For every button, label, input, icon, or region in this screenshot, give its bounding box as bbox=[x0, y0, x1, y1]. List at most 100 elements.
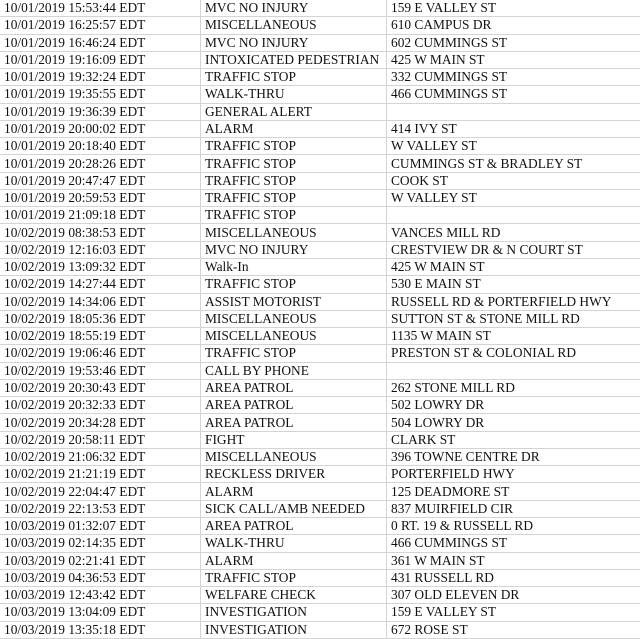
incident-type-cell: WALK-THRU bbox=[200, 85, 387, 104]
table-row: 10/01/2019 16:25:57 EDT MISCELLANEOUS 610 … bbox=[0, 16, 640, 35]
datetime-cell: 10/02/2019 14:34:06 EDT bbox=[0, 292, 201, 311]
datetime-cell: 10/02/2019 13:09:32 EDT bbox=[0, 257, 201, 277]
incident-type-cell: MVC NO INJURY bbox=[200, 33, 387, 52]
table-row: 10/02/2019 22:04:47 EDT ALARM 125 DEADMORE… bbox=[0, 482, 640, 501]
datetime-cell: 10/01/2019 20:18:40 EDT bbox=[0, 137, 201, 156]
table-row: 10/03/2019 02:14:35 EDT WALK-THRU 466 CUMM… bbox=[0, 534, 640, 553]
incident-type-cell: FIGHT bbox=[200, 430, 387, 449]
incident-type-cell: AREA PATROL bbox=[200, 516, 387, 536]
datetime-cell: 10/01/2019 19:16:09 EDT bbox=[0, 50, 201, 70]
table-row: 10/02/2019 18:55:19 EDT MISCELLANEOUS 1135… bbox=[0, 327, 640, 346]
table-row: 10/01/2019 20:18:40 EDT TRAFFIC STOP W VAL… bbox=[0, 137, 640, 156]
datetime-cell: 10/02/2019 14:27:44 EDT bbox=[0, 275, 201, 294]
table-row: 10/03/2019 02:21:41 EDT ALARM 361 W MAIN S… bbox=[0, 551, 640, 570]
location-cell: 425 W MAIN ST bbox=[386, 50, 640, 70]
table-row: 10/03/2019 13:35:18 EDT INVESTIGATION 672 … bbox=[0, 620, 640, 639]
table-row: 10/01/2019 19:35:55 EDT WALK-THRU 466 CUMM… bbox=[0, 85, 640, 104]
location-cell: 332 CUMMINGS ST bbox=[386, 68, 640, 87]
table-row: 10/02/2019 21:06:32 EDT MISCELLANEOUS 396 … bbox=[0, 447, 640, 467]
incident-type-cell: TRAFFIC STOP bbox=[200, 68, 387, 87]
datetime-cell: 10/01/2019 20:00:02 EDT bbox=[0, 119, 201, 139]
datetime-cell: 10/03/2019 13:04:09 EDT bbox=[0, 603, 201, 622]
datetime-cell: 10/02/2019 20:58:11 EDT bbox=[0, 430, 201, 449]
table-row: 10/03/2019 13:04:09 EDT INVESTIGATION 159 … bbox=[0, 603, 640, 622]
datetime-cell: 10/02/2019 20:30:43 EDT bbox=[0, 378, 201, 398]
datetime-cell: 10/03/2019 02:21:41 EDT bbox=[0, 551, 201, 570]
location-cell: 1135 W MAIN ST bbox=[386, 327, 640, 346]
table-row: 10/02/2019 12:16:03 EDT MVC NO INJURY CRES… bbox=[0, 240, 640, 259]
incident-type-cell: MISCELLANEOUS bbox=[200, 447, 387, 467]
location-cell: COOK ST bbox=[386, 171, 640, 190]
table-row: 10/03/2019 04:36:53 EDT TRAFFIC STOP 431 R… bbox=[0, 568, 640, 588]
location-cell: SUTTON ST & STONE MILL RD bbox=[386, 309, 640, 329]
incident-type-cell: INVESTIGATION bbox=[200, 603, 387, 622]
incident-type-cell: ALARM bbox=[200, 551, 387, 570]
datetime-cell: 10/02/2019 18:05:36 EDT bbox=[0, 309, 201, 329]
incident-type-cell: WELFARE CHECK bbox=[200, 586, 387, 605]
location-cell: 361 W MAIN ST bbox=[386, 551, 640, 570]
datetime-cell: 10/02/2019 20:34:28 EDT bbox=[0, 413, 201, 432]
location-cell: 504 LOWRY DR bbox=[386, 413, 640, 432]
incident-type-cell: AREA PATROL bbox=[200, 413, 387, 432]
location-cell: 502 LOWRY DR bbox=[386, 396, 640, 415]
location-cell: 466 CUMMINGS ST bbox=[386, 85, 640, 104]
location-cell bbox=[386, 102, 640, 121]
incident-type-cell: MISCELLANEOUS bbox=[200, 16, 387, 35]
location-cell: PRESTON ST & COLONIAL RD bbox=[386, 344, 640, 363]
location-cell: 262 STONE MILL RD bbox=[386, 378, 640, 398]
table-row: 10/01/2019 19:32:24 EDT TRAFFIC STOP 332 C… bbox=[0, 68, 640, 87]
table-row: 10/02/2019 20:58:11 EDT FIGHT CLARK ST bbox=[0, 430, 640, 449]
datetime-cell: 10/02/2019 21:06:32 EDT bbox=[0, 447, 201, 467]
datetime-cell: 10/02/2019 21:21:19 EDT bbox=[0, 465, 201, 484]
incident-type-cell: Walk-In bbox=[200, 257, 387, 277]
location-cell bbox=[386, 361, 640, 380]
datetime-cell: 10/01/2019 20:59:53 EDT bbox=[0, 188, 201, 208]
location-cell: CUMMINGS ST & BRADLEY ST bbox=[386, 154, 640, 173]
incident-type-cell: TRAFFIC STOP bbox=[200, 206, 387, 225]
datetime-cell: 10/01/2019 19:32:24 EDT bbox=[0, 68, 201, 87]
table-row: 10/02/2019 20:32:33 EDT AREA PATROL 502 LO… bbox=[0, 396, 640, 415]
table-row: 10/01/2019 20:47:47 EDT TRAFFIC STOP COOK … bbox=[0, 171, 640, 190]
table-row: 10/01/2019 20:59:53 EDT TRAFFIC STOP W VAL… bbox=[0, 188, 640, 208]
datetime-cell: 10/02/2019 22:13:53 EDT bbox=[0, 499, 201, 518]
location-cell: 610 CAMPUS DR bbox=[386, 16, 640, 35]
datetime-cell: 10/02/2019 19:53:46 EDT bbox=[0, 361, 201, 380]
table-row: 10/01/2019 19:36:39 EDT GENERAL ALERT bbox=[0, 102, 640, 121]
location-cell: CLARK ST bbox=[386, 430, 640, 449]
location-cell: 672 ROSE ST bbox=[386, 620, 640, 639]
location-cell: W VALLEY ST bbox=[386, 137, 640, 156]
location-cell: CRESTVIEW DR & N COURT ST bbox=[386, 240, 640, 259]
datetime-cell: 10/03/2019 02:14:35 EDT bbox=[0, 534, 201, 553]
incident-type-cell: TRAFFIC STOP bbox=[200, 171, 387, 190]
location-cell: 530 E MAIN ST bbox=[386, 275, 640, 294]
datetime-cell: 10/01/2019 16:46:24 EDT bbox=[0, 33, 201, 52]
table-row: 10/02/2019 22:13:53 EDT SICK CALL/AMB NEE… bbox=[0, 499, 640, 518]
incident-type-cell: AREA PATROL bbox=[200, 378, 387, 398]
table-row: 10/02/2019 13:09:32 EDT Walk-In 425 W MAIN… bbox=[0, 257, 640, 277]
incident-type-cell: TRAFFIC STOP bbox=[200, 137, 387, 156]
incident-type-cell: INVESTIGATION bbox=[200, 620, 387, 639]
datetime-cell: 10/01/2019 19:35:55 EDT bbox=[0, 85, 201, 104]
table-row: 10/01/2019 15:53:44 EDT MVC NO INJURY 159 … bbox=[0, 0, 640, 18]
location-cell: 602 CUMMINGS ST bbox=[386, 33, 640, 52]
location-cell: RUSSELL RD & PORTERFIELD HWY bbox=[386, 292, 640, 311]
location-cell: 425 W MAIN ST bbox=[386, 257, 640, 277]
location-cell: 159 E VALLEY ST bbox=[386, 0, 640, 18]
table-row: 10/01/2019 19:16:09 EDT INTOXICATED PEDES… bbox=[0, 50, 640, 70]
incident-type-cell: CALL BY PHONE bbox=[200, 361, 387, 380]
location-cell: 159 E VALLEY ST bbox=[386, 603, 640, 622]
datetime-cell: 10/03/2019 13:35:18 EDT bbox=[0, 620, 201, 639]
datetime-cell: 10/01/2019 21:09:18 EDT bbox=[0, 206, 201, 225]
table-row: 10/02/2019 14:27:44 EDT TRAFFIC STOP 530 E… bbox=[0, 275, 640, 294]
incident-type-cell: GENERAL ALERT bbox=[200, 102, 387, 121]
incident-type-cell: MISCELLANEOUS bbox=[200, 327, 387, 346]
incident-type-cell: MISCELLANEOUS bbox=[200, 309, 387, 329]
table-row: 10/02/2019 08:38:53 EDT MISCELLANEOUS VANC… bbox=[0, 223, 640, 242]
incident-type-cell: MISCELLANEOUS bbox=[200, 223, 387, 242]
datetime-cell: 10/02/2019 22:04:47 EDT bbox=[0, 482, 201, 501]
incident-type-cell: WALK-THRU bbox=[200, 534, 387, 553]
location-cell: 837 MUIRFIELD CIR bbox=[386, 499, 640, 518]
datetime-cell: 10/03/2019 04:36:53 EDT bbox=[0, 568, 201, 588]
